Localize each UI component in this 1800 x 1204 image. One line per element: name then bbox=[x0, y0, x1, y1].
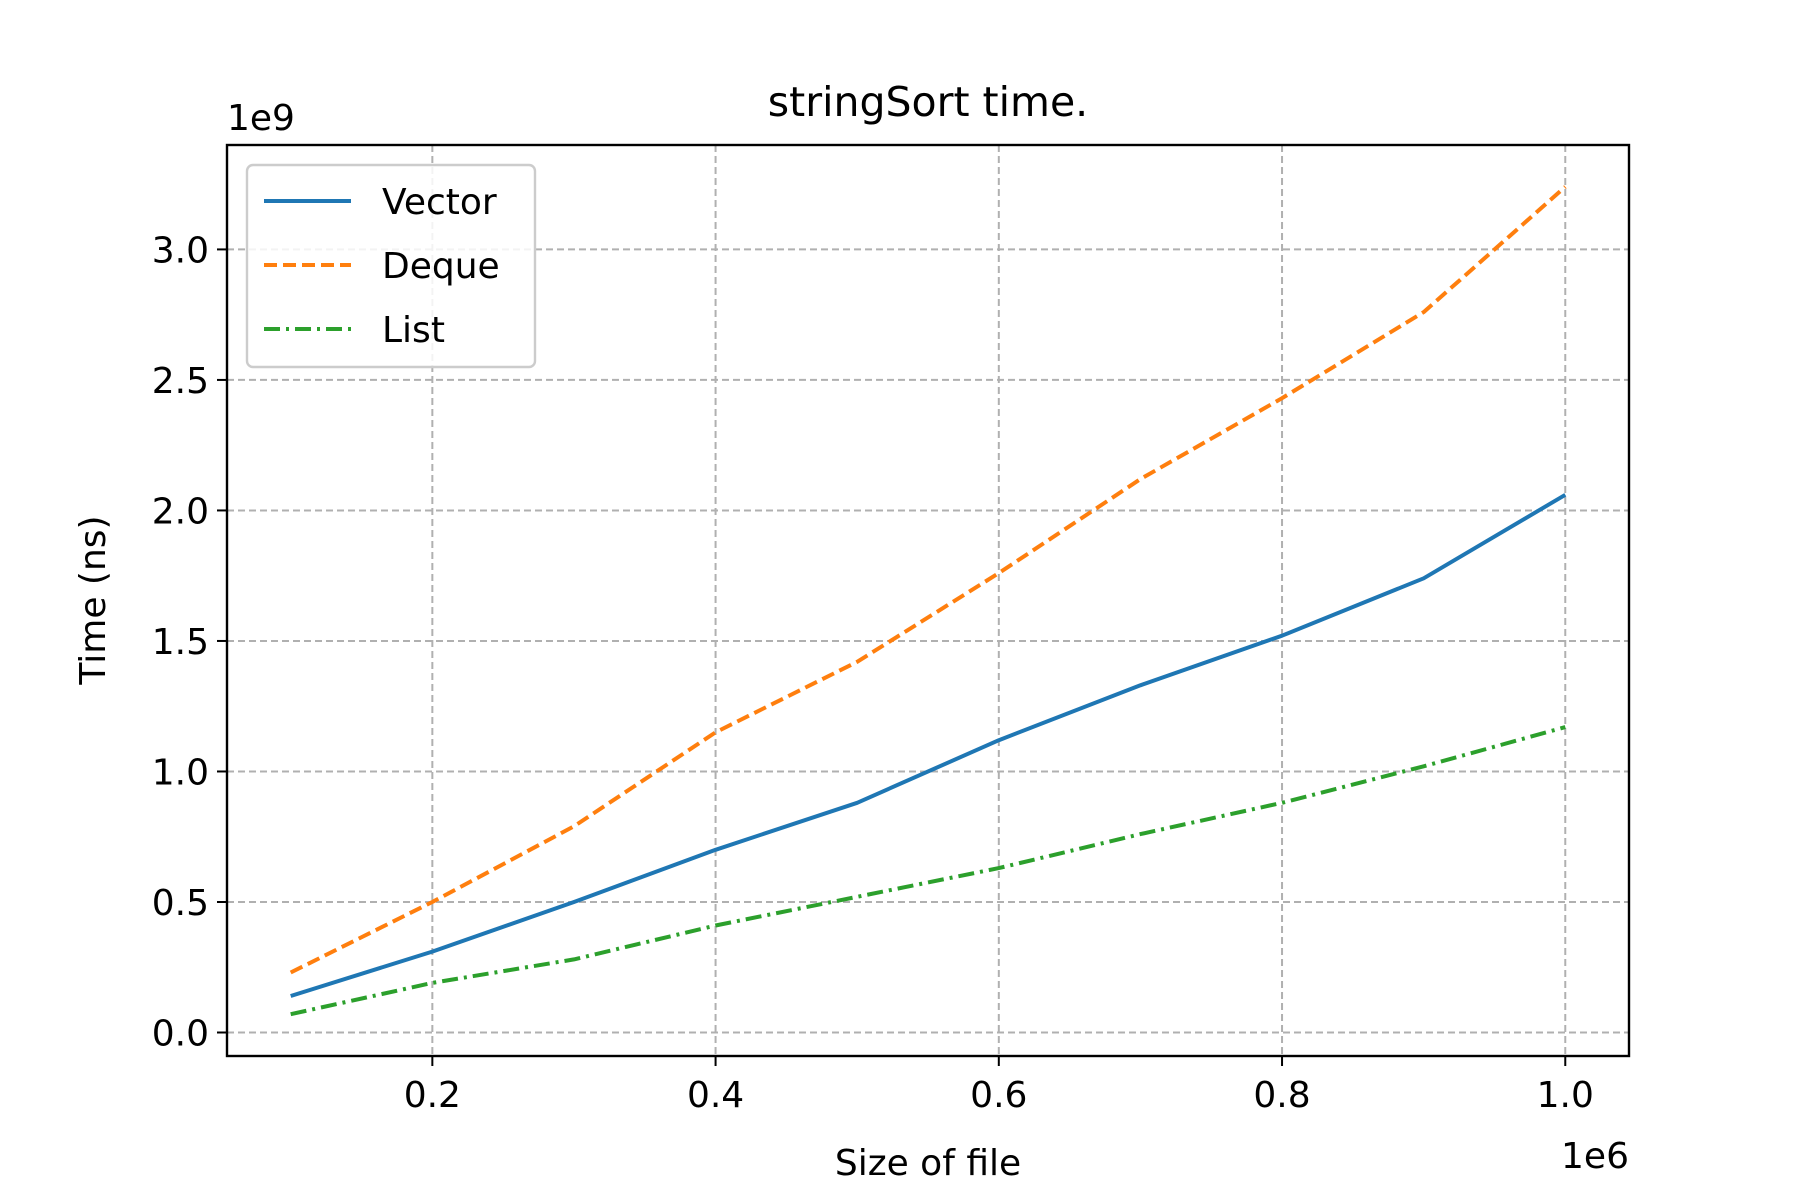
legend-label-vector: Vector bbox=[382, 182, 497, 223]
y-tick-label: 2.5 bbox=[152, 361, 209, 402]
y-axis-offset-label: 1e9 bbox=[227, 98, 295, 139]
legend-label-deque: Deque bbox=[382, 246, 500, 287]
legend-label-list: List bbox=[382, 310, 445, 351]
x-tick-label: 0.8 bbox=[1253, 1075, 1310, 1116]
series-line-vector bbox=[290, 493, 1567, 998]
y-tick-label: 2.0 bbox=[152, 491, 209, 532]
y-tick-label: 3.0 bbox=[152, 230, 209, 271]
series-line-list bbox=[290, 725, 1566, 1017]
y-axis-label: Time (ns) bbox=[73, 515, 114, 685]
x-tick-label: 1.0 bbox=[1537, 1075, 1594, 1116]
legend-box bbox=[245, 163, 537, 369]
y-tick-label: 1.5 bbox=[152, 622, 209, 663]
axis-ticks: 0.2 0.4 0.6 0.8 1.0 0.0 0.5 1.0 1.5 2.0 2.5 3.0 bbox=[152, 230, 1594, 1116]
x-tick-label: 0.2 bbox=[404, 1075, 461, 1116]
y-tick-label: 0.0 bbox=[152, 1014, 209, 1055]
x-axis-offset-label: 1e6 bbox=[1561, 1136, 1629, 1177]
y-tick-label: 0.5 bbox=[152, 883, 209, 924]
series-lines bbox=[289, 185, 1567, 1017]
legend: Vector Deque List bbox=[245, 163, 537, 369]
x-axis-label: Size of file bbox=[835, 1143, 1021, 1184]
x-tick-label: 0.6 bbox=[970, 1075, 1027, 1116]
y-tick-label: 1.0 bbox=[152, 752, 209, 793]
plot-frame bbox=[225, 143, 1631, 1058]
grid-lines bbox=[227, 145, 1629, 1056]
x-tick-label: 0.4 bbox=[687, 1075, 744, 1116]
chart-title: stringSort time. bbox=[768, 78, 1088, 126]
series-line-deque bbox=[289, 185, 1567, 975]
